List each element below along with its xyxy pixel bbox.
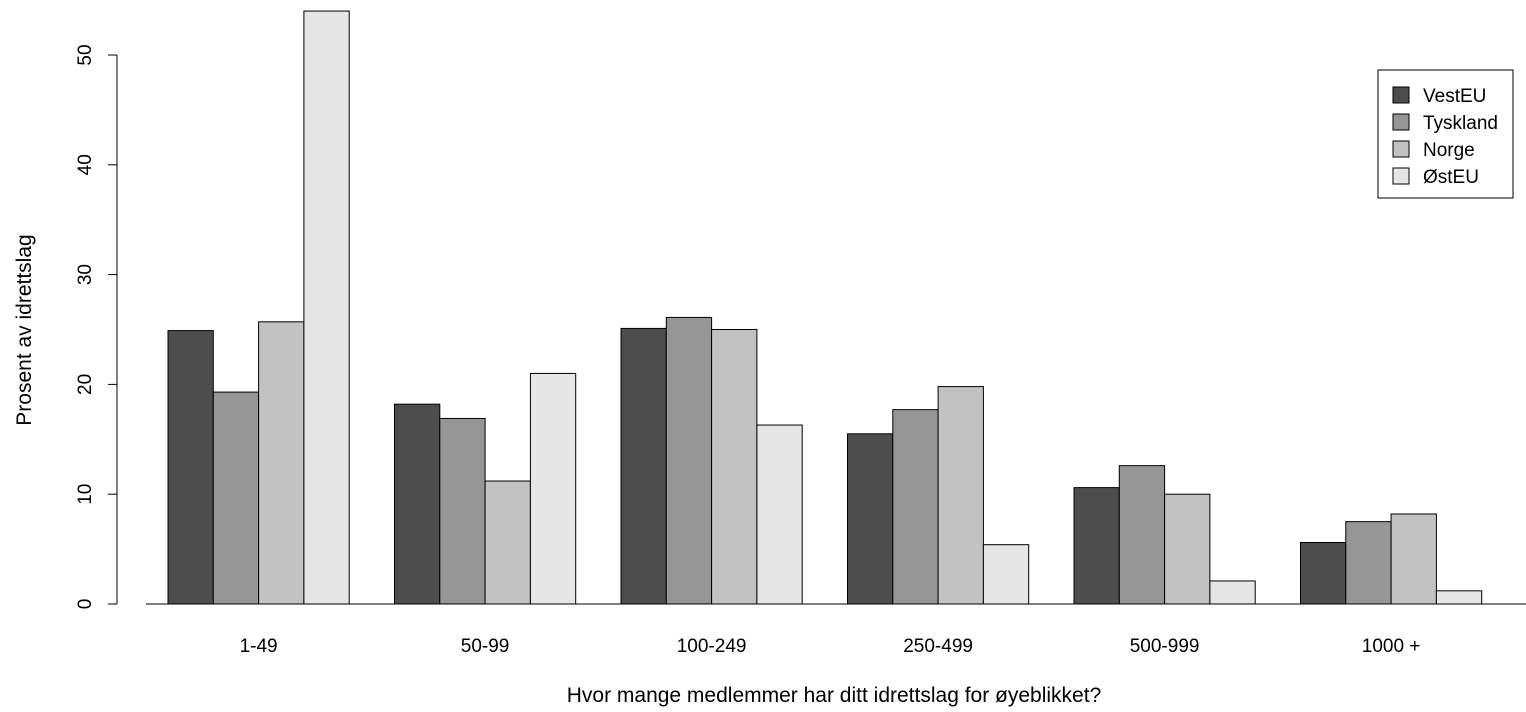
y-tick-label: 20 xyxy=(75,374,96,395)
bars xyxy=(146,10,1526,605)
bar-tyskland-2 xyxy=(665,316,713,605)
y-tick-label: 50 xyxy=(75,44,96,65)
bar-østeu-2 xyxy=(756,424,803,605)
x-tick-label: 100-249 xyxy=(677,636,747,657)
x-tick-label: 250-499 xyxy=(903,636,973,657)
bar-østeu-1 xyxy=(529,372,577,605)
x-tick-label: 1000 + xyxy=(1362,636,1421,657)
x-tick-label: 500-999 xyxy=(1130,636,1200,657)
bar-vesteu-5 xyxy=(1300,542,1347,605)
bar-tyskland-5 xyxy=(1345,521,1392,605)
y-tick-label: 10 xyxy=(75,484,96,505)
bar-vesteu-4 xyxy=(1073,487,1120,605)
bar-tyskland-1 xyxy=(439,417,486,605)
y-axis: 0 10 20 30 40 50 xyxy=(75,44,118,610)
bar-norge-0 xyxy=(258,321,305,605)
bar-norge-2 xyxy=(711,329,758,605)
bar-østeu-5 xyxy=(1435,590,1483,605)
bar-vesteu-3 xyxy=(847,433,894,605)
legend-swatch-norge xyxy=(1392,140,1410,158)
x-axis-title: Hvor mange medlemmer har ditt idrettslag… xyxy=(567,684,1102,707)
legend-swatch-østeu xyxy=(1392,167,1410,185)
legend-label-østeu: ØstEU xyxy=(1423,167,1479,188)
legend: VestEU Tyskland Norge ØstEU xyxy=(1377,69,1514,199)
bar-tyskland-0 xyxy=(212,391,260,605)
bar-norge-1 xyxy=(484,480,531,605)
bar-vesteu-0 xyxy=(167,330,214,605)
bar-norge-3 xyxy=(937,386,984,605)
bar-norge-4 xyxy=(1164,493,1211,605)
bar-østeu-4 xyxy=(1209,580,1256,605)
bar-østeu-0 xyxy=(303,10,350,605)
bar-vesteu-2 xyxy=(620,327,667,605)
legend-swatch-vesteu xyxy=(1392,86,1410,104)
bar-vesteu-1 xyxy=(394,403,441,605)
legend-label-norge: Norge xyxy=(1423,140,1475,161)
y-tick-label: 40 xyxy=(75,154,96,175)
legend-label-vesteu: VestEU xyxy=(1423,86,1486,107)
y-tick-label: 0 xyxy=(75,599,96,610)
bar-tyskland-3 xyxy=(892,409,939,605)
bar-norge-5 xyxy=(1390,513,1437,605)
bar-østeu-3 xyxy=(982,544,1030,605)
x-tick-label: 50-99 xyxy=(461,636,510,657)
bar-tyskland-4 xyxy=(1118,465,1166,605)
legend-label-tyskland: Tyskland xyxy=(1423,113,1498,134)
y-axis-title: Prosent av idrettslag xyxy=(13,234,36,425)
x-tick-label: 1-49 xyxy=(240,636,278,657)
legend-swatch-tyskland xyxy=(1392,113,1410,131)
y-tick-label: 30 xyxy=(75,264,96,285)
x-axis-labels: 1-49 50-99 100-249 250-499 500-999 1000 + xyxy=(240,636,1421,657)
